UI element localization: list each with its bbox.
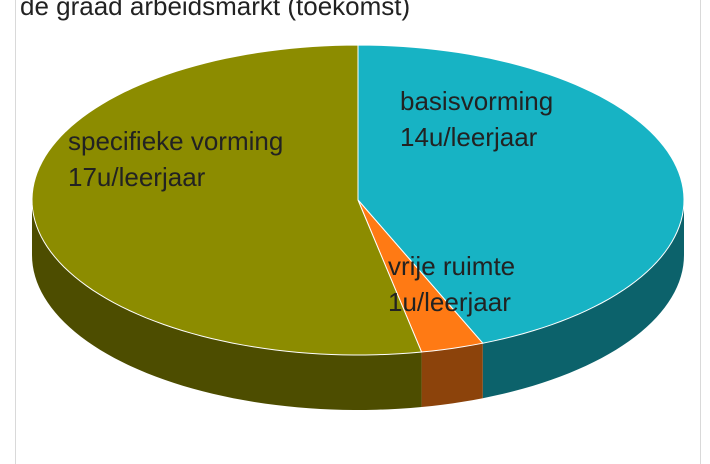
data-label-name: specifieke vorming xyxy=(68,126,283,156)
slice-side xyxy=(482,200,684,399)
chart-frame xyxy=(15,0,701,464)
slice xyxy=(31,44,423,356)
data-label-value: 14u/leerjaar xyxy=(400,122,538,152)
data-label-value: 17u/leerjaar xyxy=(68,162,206,192)
pie xyxy=(31,44,685,410)
slice xyxy=(357,199,484,353)
slice-side xyxy=(32,200,422,410)
data-label-name: basisvorming xyxy=(400,86,553,116)
data-label-value: 1u/leerjaar xyxy=(388,287,511,317)
slice-side xyxy=(421,343,483,408)
data-label-name: vrije ruimte xyxy=(388,251,515,281)
chart-title: de graad arbeidsmarkt (toekomst) xyxy=(20,0,410,21)
slice xyxy=(357,44,685,344)
